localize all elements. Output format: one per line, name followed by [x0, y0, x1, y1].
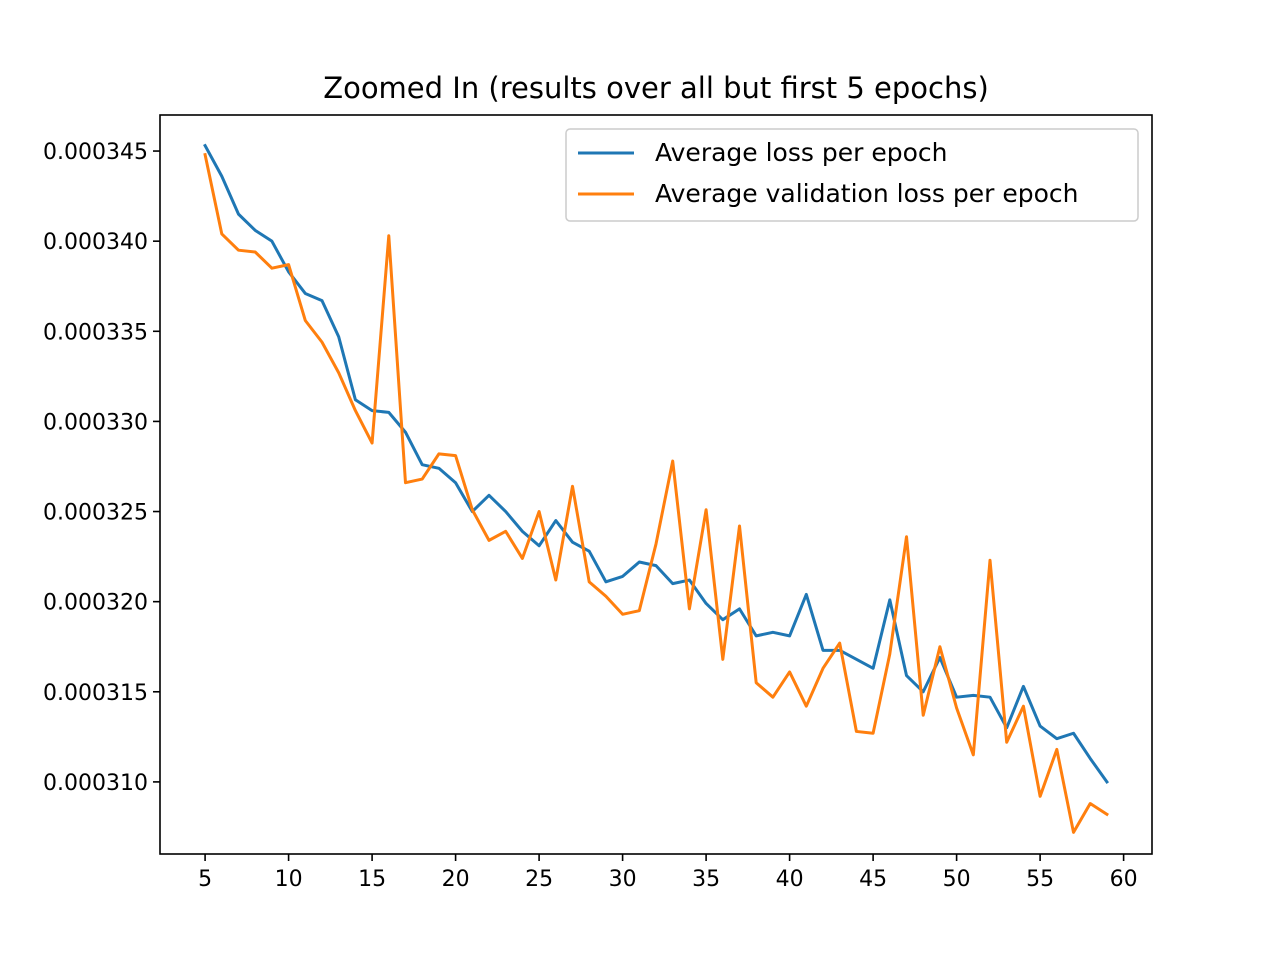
y-tick-label: 0.000330	[43, 410, 148, 435]
x-axis: 5 10 15 20 25 30 35 40 45 50 55 60	[198, 854, 1138, 892]
y-axis: 0.000310 0.000315 0.000320 0.000325 0.000330…	[43, 140, 160, 796]
x-tick-label: 45	[859, 867, 887, 892]
series-line-average-loss	[203, 143, 1110, 784]
x-tick-label: 50	[943, 867, 971, 892]
x-tick-label: 40	[776, 867, 804, 892]
series-layer	[203, 143, 1110, 834]
y-tick-label: 0.000335	[43, 320, 148, 345]
plot-frame	[159, 114, 1153, 855]
chart-title: Zoomed In (results over all but first 5 …	[323, 71, 989, 105]
x-tick-label: 60	[1110, 867, 1138, 892]
legend-label-average-loss: Average loss per epoch	[655, 138, 947, 167]
legend: Average loss per epoch Average validatio…	[565, 128, 1139, 222]
x-tick-label: 30	[609, 867, 637, 892]
y-tick-label: 0.000310	[43, 771, 148, 796]
legend-box	[565, 128, 1139, 222]
y-tick-label: 0.000345	[43, 140, 148, 165]
x-tick-label: 25	[525, 867, 553, 892]
series-line-average-validation-loss	[203, 152, 1109, 834]
x-tick-label: 55	[1026, 867, 1054, 892]
y-tick-label: 0.000320	[43, 591, 148, 616]
y-tick-label: 0.000340	[43, 230, 148, 255]
x-tick-label: 20	[442, 867, 470, 892]
x-tick-label: 35	[692, 867, 720, 892]
legend-label-average-validation-loss: Average validation loss per epoch	[655, 179, 1079, 208]
y-tick-label: 0.000325	[43, 501, 148, 526]
x-tick-label: 15	[358, 867, 386, 892]
x-tick-label: 5	[198, 867, 212, 892]
y-tick-label: 0.000315	[43, 681, 148, 706]
x-tick-label: 10	[275, 867, 303, 892]
